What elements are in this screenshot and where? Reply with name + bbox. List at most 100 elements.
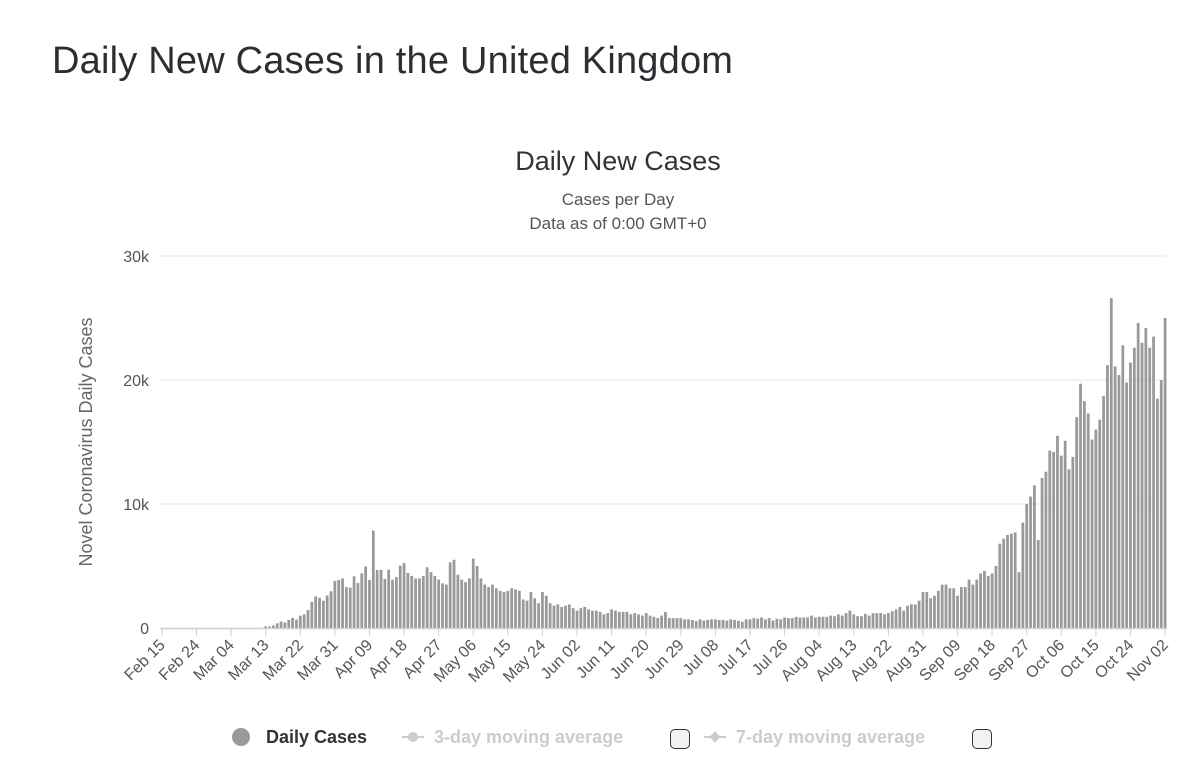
bar[interactable] (1132, 347, 1136, 628)
bar[interactable] (740, 621, 744, 628)
bar[interactable] (529, 592, 533, 628)
bar[interactable] (1117, 375, 1121, 628)
bar[interactable] (802, 617, 806, 628)
bar[interactable] (702, 620, 706, 628)
bar[interactable] (902, 610, 906, 628)
bar[interactable] (1013, 532, 1017, 628)
bar[interactable] (614, 610, 617, 628)
bar[interactable] (794, 616, 798, 628)
bar[interactable] (879, 613, 883, 628)
bar[interactable] (1140, 342, 1144, 628)
bar[interactable] (329, 591, 333, 628)
bar[interactable] (1129, 362, 1132, 628)
bar[interactable] (894, 609, 898, 628)
bar[interactable] (433, 575, 437, 628)
bar[interactable] (956, 595, 959, 628)
bar[interactable] (852, 614, 856, 628)
bar[interactable] (414, 578, 417, 628)
bar[interactable] (468, 578, 471, 628)
bar[interactable] (929, 598, 933, 628)
bar[interactable] (587, 609, 590, 628)
bar[interactable] (817, 616, 821, 628)
bar[interactable] (871, 613, 875, 628)
bar[interactable] (844, 613, 848, 628)
bar[interactable] (667, 618, 671, 628)
bar[interactable] (275, 623, 279, 628)
bar[interactable] (291, 617, 294, 628)
bar[interactable] (1159, 380, 1163, 628)
bar[interactable] (1052, 451, 1056, 628)
bar[interactable] (283, 622, 287, 628)
bar[interactable] (306, 610, 310, 628)
bar[interactable] (963, 587, 967, 628)
checkbox-3-day-average[interactable] (670, 729, 690, 749)
bar[interactable] (375, 570, 379, 628)
bar[interactable] (398, 565, 402, 628)
bar[interactable] (717, 619, 721, 628)
bar[interactable] (1152, 336, 1155, 628)
bar[interactable] (679, 618, 683, 628)
bar[interactable] (756, 618, 760, 628)
bar[interactable] (737, 620, 740, 628)
bar[interactable] (1102, 396, 1105, 628)
bar[interactable] (483, 584, 487, 628)
bar[interactable] (1059, 455, 1063, 628)
bar[interactable] (836, 614, 840, 628)
bar[interactable] (798, 617, 802, 628)
bar[interactable] (806, 617, 810, 628)
bar[interactable] (494, 588, 498, 628)
bar[interactable] (698, 619, 702, 628)
bar[interactable] (660, 615, 663, 628)
bar[interactable] (1002, 538, 1006, 628)
bar[interactable] (617, 611, 621, 628)
bar[interactable] (675, 618, 679, 628)
bar[interactable] (471, 558, 475, 628)
bar[interactable] (890, 611, 894, 628)
bar[interactable] (652, 616, 656, 628)
bar[interactable] (598, 611, 602, 628)
bar[interactable] (567, 604, 571, 628)
bar[interactable] (1082, 401, 1086, 628)
bar[interactable] (629, 614, 633, 628)
bar[interactable] (579, 608, 583, 628)
bar[interactable] (264, 626, 268, 628)
bar[interactable] (602, 614, 606, 628)
bar[interactable] (648, 615, 652, 628)
bar[interactable] (556, 604, 560, 628)
bar[interactable] (418, 578, 421, 628)
bar[interactable] (364, 566, 368, 628)
bar[interactable] (444, 584, 448, 628)
bar[interactable] (571, 608, 575, 628)
bar[interactable] (271, 625, 275, 628)
bar[interactable] (710, 619, 713, 628)
bar[interactable] (318, 597, 321, 628)
bar[interactable] (1036, 539, 1040, 628)
bar[interactable] (848, 610, 852, 628)
bar[interactable] (406, 572, 410, 628)
bar[interactable] (1144, 327, 1148, 628)
bar[interactable] (1075, 417, 1079, 628)
bar[interactable] (733, 619, 736, 628)
bar[interactable] (1098, 419, 1102, 628)
bar[interactable] (1163, 318, 1167, 628)
bar[interactable] (779, 619, 783, 628)
legend-item-daily-cases[interactable]: Daily Cases (232, 722, 367, 752)
bar[interactable] (883, 614, 886, 628)
bar[interactable] (1067, 469, 1071, 628)
legend-item-3-day-average[interactable]: 3-day moving average (402, 722, 623, 752)
bar[interactable] (744, 619, 748, 628)
bar[interactable] (775, 618, 779, 628)
bar[interactable] (521, 599, 525, 628)
bar[interactable] (729, 619, 733, 628)
bar[interactable] (706, 619, 710, 628)
bar[interactable] (533, 598, 537, 628)
bar[interactable] (371, 530, 375, 628)
bar[interactable] (333, 580, 337, 628)
bar[interactable] (664, 611, 667, 628)
bar[interactable] (1148, 347, 1152, 628)
bar[interactable] (783, 617, 786, 628)
bar[interactable] (394, 577, 398, 628)
bar[interactable] (448, 562, 452, 628)
checkbox-7-day-average[interactable] (972, 729, 992, 749)
bar[interactable] (1056, 435, 1059, 628)
